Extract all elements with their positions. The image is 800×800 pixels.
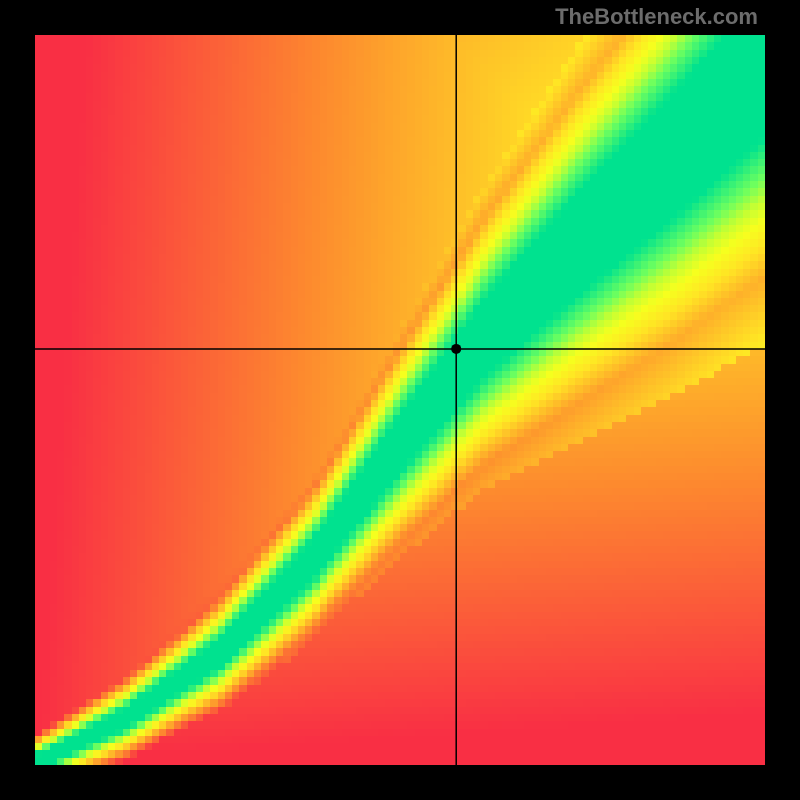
chart-container: TheBottleneck.com	[0, 0, 800, 800]
bottleneck-heatmap	[0, 0, 800, 800]
